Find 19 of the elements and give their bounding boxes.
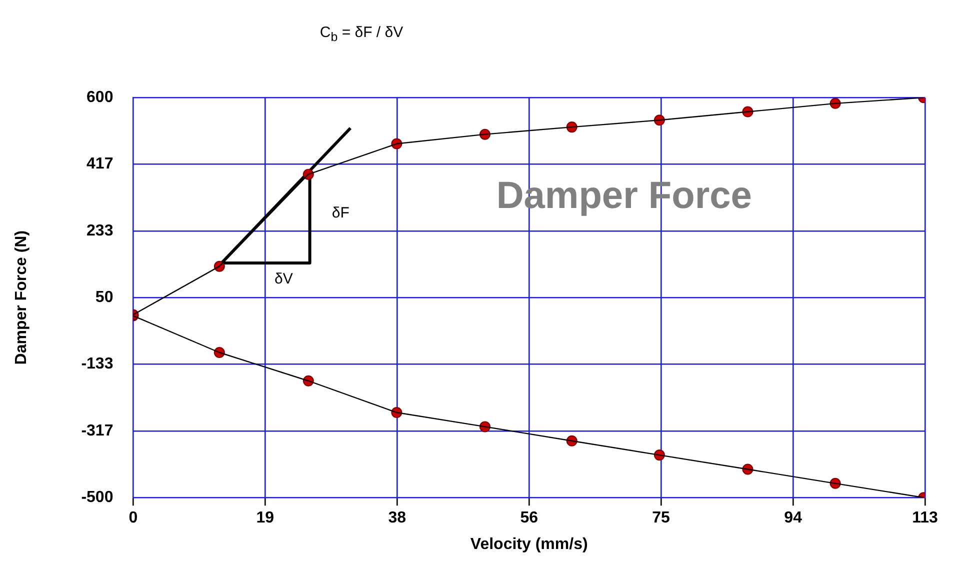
- y-axis-title: Damper Force (N): [13, 230, 30, 365]
- x-tick-label: 19: [256, 510, 274, 527]
- y-tick-label: 50: [95, 289, 114, 306]
- annotation: δF: [332, 204, 350, 222]
- x-tick-label: 56: [520, 510, 538, 527]
- annotation: δV: [274, 270, 293, 288]
- x-axis-title: Velocity (mm/s): [470, 536, 588, 553]
- y-tick-label: -500: [81, 489, 114, 506]
- x-tick-label: 38: [388, 510, 406, 527]
- y-tick-label: -317: [81, 422, 114, 440]
- y-tick-label: 417: [86, 156, 114, 173]
- x-tick-label: 113: [912, 510, 938, 527]
- y-tick-label: 233: [86, 222, 114, 240]
- chart-title: C$_{b}$ = δF / δV: [318, 23, 404, 46]
- x-tick-label: 94: [784, 510, 802, 527]
- x-tick-label: 75: [652, 510, 670, 527]
- x-tick-label: 0: [128, 510, 138, 527]
- y-tick-label: -133: [81, 356, 114, 373]
- y-tick-label: 600: [86, 89, 114, 106]
